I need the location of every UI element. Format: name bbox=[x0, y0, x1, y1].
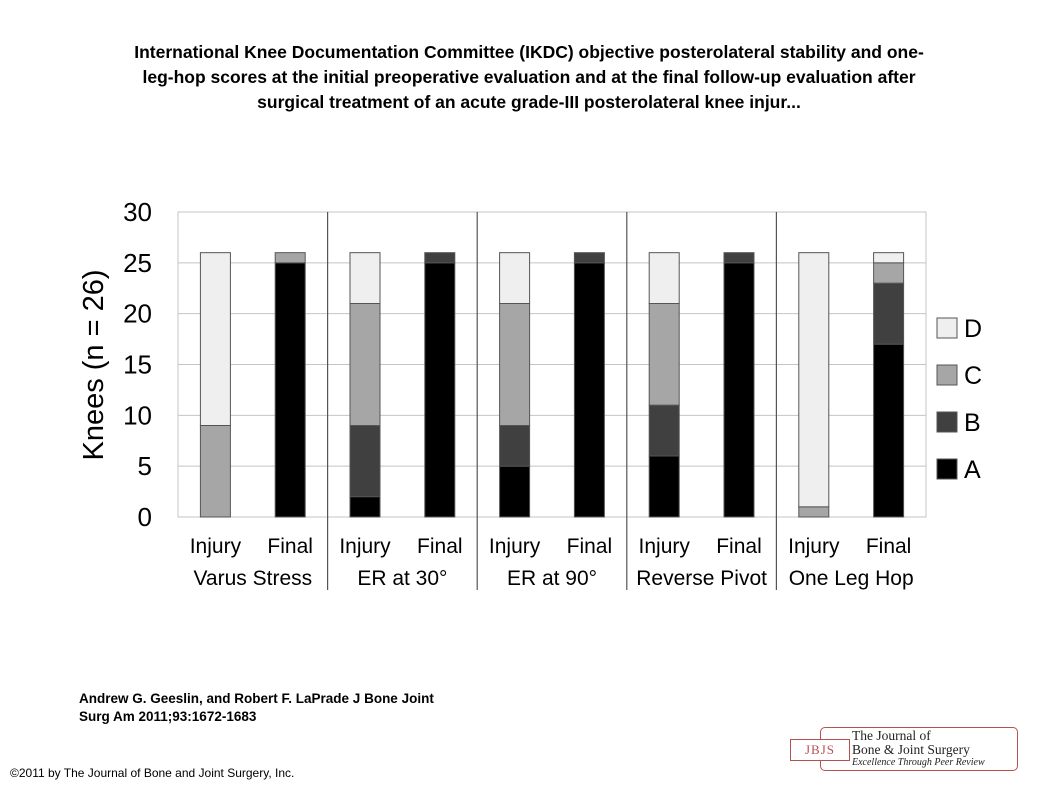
citation-line-1: Andrew G. Geeslin, and Robert F. LaPrade… bbox=[79, 691, 434, 706]
x-group-label: Varus Stress bbox=[193, 567, 312, 590]
x-tick-label: Injury bbox=[639, 535, 691, 558]
bar-segment-d bbox=[648, 252, 680, 305]
y-tick-label: 20 bbox=[123, 299, 152, 329]
logo-abbreviation: JBJS bbox=[790, 739, 850, 761]
y-tick-label: 10 bbox=[123, 400, 152, 430]
title-line-3: surgical treatment of an acute grade-III… bbox=[257, 92, 801, 112]
bar-segment-b bbox=[424, 252, 456, 264]
legend-swatch-d bbox=[936, 317, 958, 339]
bar-segment-d bbox=[349, 252, 381, 305]
bar-segment-a bbox=[424, 262, 456, 518]
y-tick-label: 0 bbox=[138, 502, 152, 532]
x-tick-label: Final bbox=[567, 535, 613, 558]
title-line-1: International Knee Documentation Committ… bbox=[134, 42, 924, 62]
bar-segment-a bbox=[723, 262, 755, 518]
bar-segment-b bbox=[499, 425, 531, 467]
figure-title: International Knee Documentation Committ… bbox=[40, 40, 1018, 115]
logo-line-1: The Journal of bbox=[852, 728, 931, 743]
bar-segment-c bbox=[199, 425, 231, 518]
legend-label-c: C bbox=[964, 362, 982, 390]
plot-area-border bbox=[177, 211, 927, 518]
bar-segment-a bbox=[499, 465, 531, 518]
bar-segment-c bbox=[798, 506, 830, 518]
y-tick-label: 15 bbox=[123, 350, 152, 380]
legend-label-a: A bbox=[964, 456, 981, 484]
bar-segment-d bbox=[199, 252, 231, 426]
y-tick-label: 5 bbox=[138, 451, 152, 481]
x-group-label: Reverse Pivot bbox=[636, 567, 767, 590]
citation-line-2: Surg Am 2011;93:1672-1683 bbox=[79, 709, 257, 724]
x-tick-label: Final bbox=[716, 535, 762, 558]
title-line-2: leg-hop scores at the initial preoperati… bbox=[142, 67, 916, 87]
y-tick-label: 25 bbox=[123, 248, 152, 278]
x-tick-label: Final bbox=[417, 535, 463, 558]
bar-segment-c bbox=[648, 303, 680, 406]
x-group-label: ER at 90° bbox=[507, 567, 597, 590]
legend-label-d: D bbox=[964, 315, 982, 343]
x-tick-label: Injury bbox=[788, 535, 840, 558]
y-tick-label: 30 bbox=[123, 197, 152, 227]
x-tick-label: Injury bbox=[190, 535, 242, 558]
legend-swatch-b bbox=[936, 411, 958, 433]
bar-segment-c bbox=[499, 303, 531, 426]
x-tick-label: Injury bbox=[339, 535, 391, 558]
bar-segment-d bbox=[873, 252, 905, 264]
bar-segment-b bbox=[873, 282, 905, 345]
logo-line-2: Bone & Joint Surgery bbox=[852, 742, 970, 757]
bar-segment-a bbox=[274, 262, 306, 518]
x-group-label: One Leg Hop bbox=[789, 567, 914, 590]
legend-swatch-a bbox=[936, 458, 958, 480]
bar-segment-a bbox=[648, 455, 680, 518]
journal-logo: JBJS The Journal of Bone & Joint Surgery… bbox=[790, 727, 1018, 771]
logo-line-3: Excellence Through Peer Review bbox=[852, 757, 985, 768]
bar-segment-c bbox=[349, 303, 381, 426]
bar-segment-c bbox=[274, 252, 306, 264]
legend-swatch-c bbox=[936, 364, 958, 386]
bar-segment-b bbox=[723, 252, 755, 264]
bar-segment-b bbox=[573, 252, 605, 264]
copyright-text: ©2011 by The Journal of Bone and Joint S… bbox=[10, 766, 295, 780]
bar-segment-d bbox=[499, 252, 531, 305]
bar-segment-c bbox=[873, 262, 905, 284]
x-tick-label: Final bbox=[267, 535, 313, 558]
bar-segment-d bbox=[798, 252, 830, 508]
legend-label-b: B bbox=[964, 409, 981, 437]
x-group-label: ER at 30° bbox=[357, 567, 447, 590]
bar-segment-b bbox=[648, 404, 680, 457]
bar-segment-a bbox=[573, 262, 605, 518]
x-tick-label: Injury bbox=[489, 535, 541, 558]
logo-text: The Journal of Bone & Joint Surgery Exce… bbox=[852, 729, 985, 769]
bar-segment-a bbox=[873, 343, 905, 518]
x-tick-label: Final bbox=[866, 535, 912, 558]
citation: Andrew G. Geeslin, and Robert F. LaPrade… bbox=[79, 690, 519, 726]
bar-segment-a bbox=[349, 496, 381, 518]
bar-segment-b bbox=[349, 425, 381, 498]
y-axis-label: Knees (n = 26) bbox=[78, 269, 110, 460]
